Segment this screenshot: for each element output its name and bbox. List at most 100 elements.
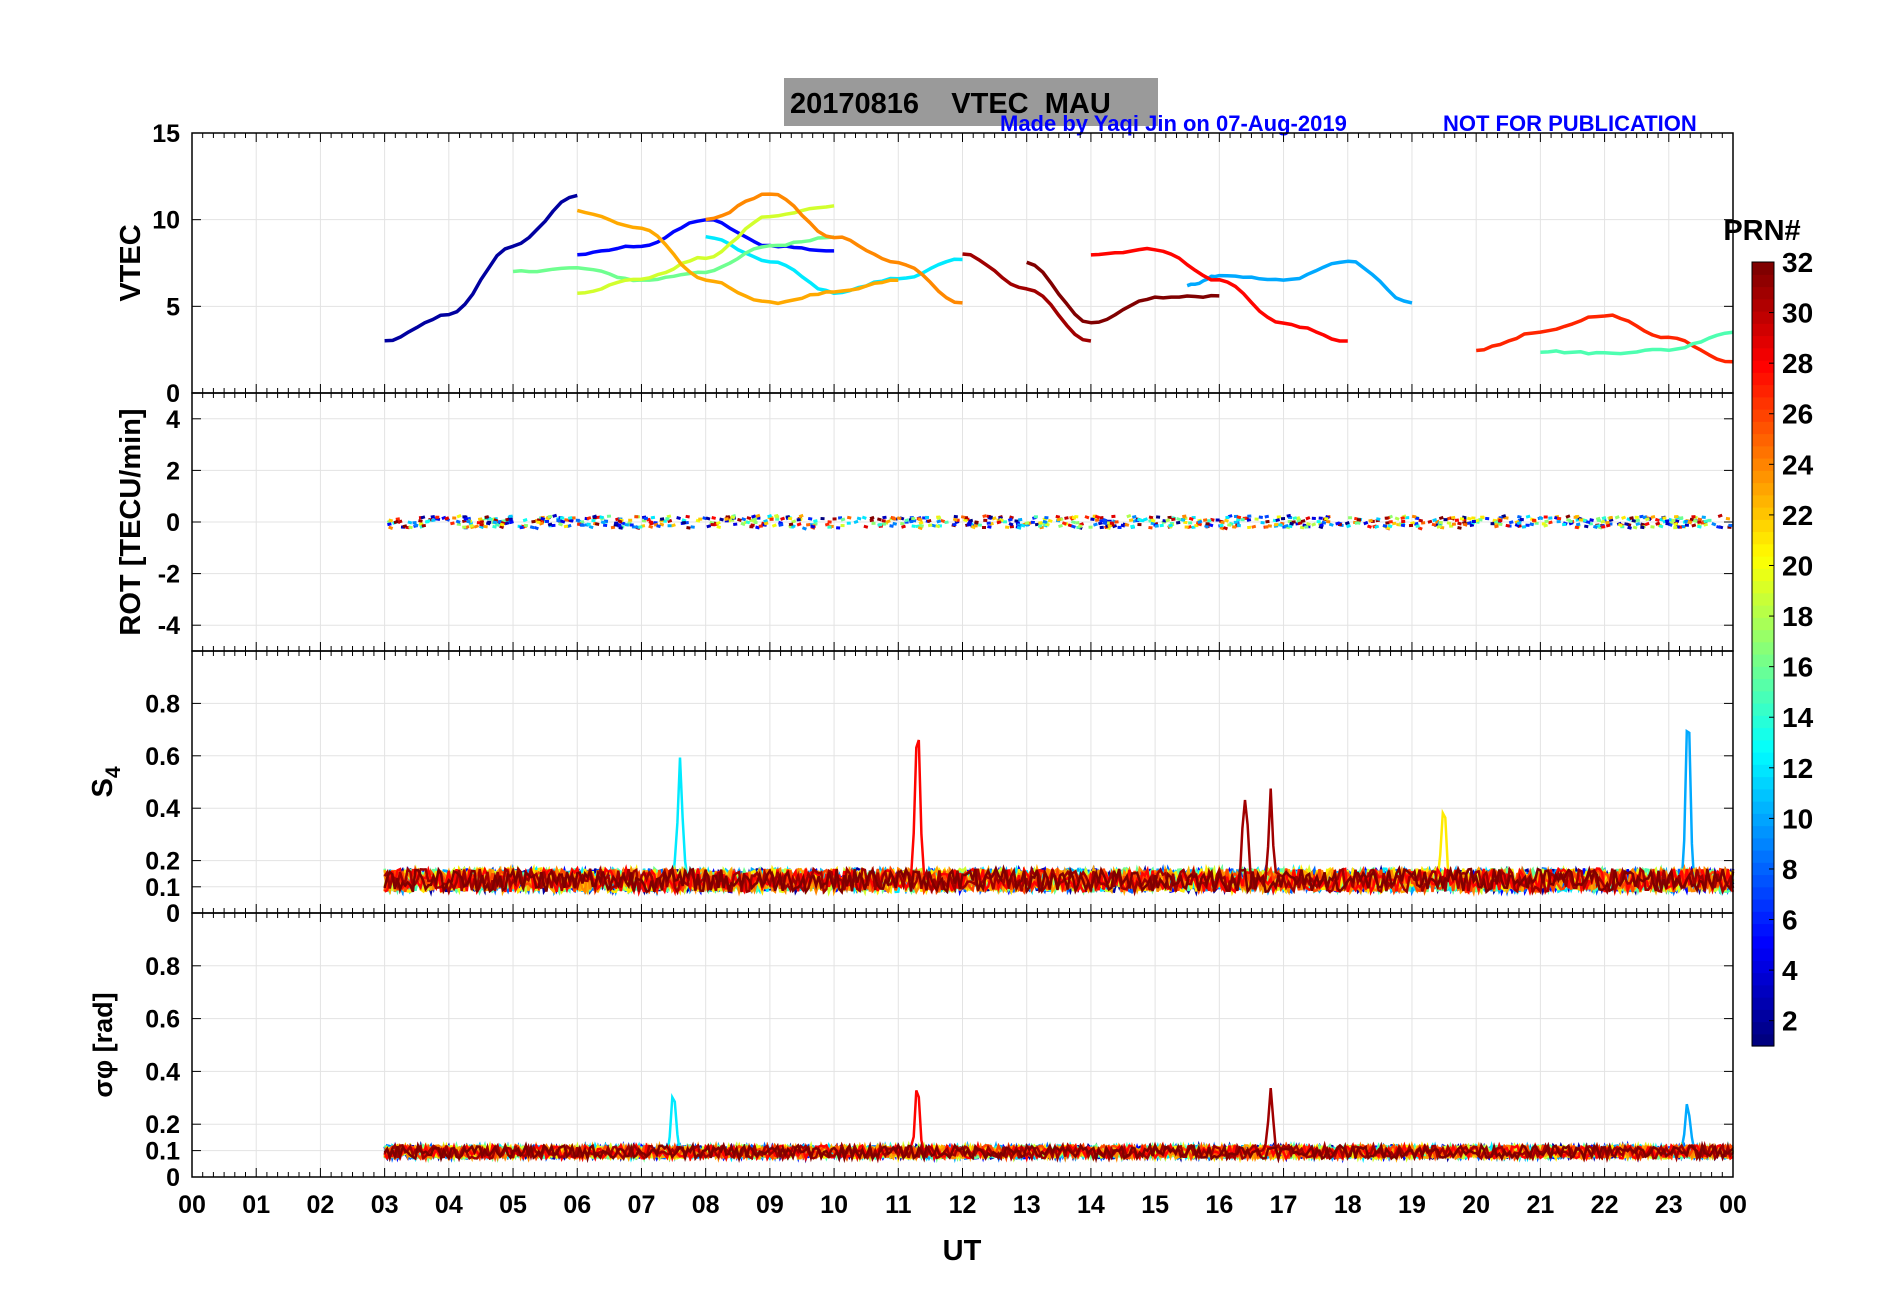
rot-point xyxy=(1589,518,1594,522)
x-tick-label: 13 xyxy=(1013,1191,1041,1219)
panel-0 xyxy=(191,133,1734,393)
rot-point xyxy=(1165,518,1171,523)
rot-point xyxy=(885,519,891,524)
rot-point xyxy=(973,523,978,528)
colorbar xyxy=(1751,261,1775,1047)
rot-point xyxy=(751,514,757,519)
rot-point xyxy=(1516,521,1522,525)
rot-point xyxy=(1279,521,1285,526)
rot-point xyxy=(462,519,467,524)
rot-point xyxy=(1469,523,1475,528)
rot-point xyxy=(813,519,818,523)
rot-point xyxy=(1725,516,1731,521)
rot-point xyxy=(1016,525,1022,530)
rot-point xyxy=(1219,523,1224,528)
colorbar-segment xyxy=(1752,984,1774,998)
y-tick-label-3: 0.8 xyxy=(145,953,180,981)
rot-point xyxy=(627,521,632,526)
rot-point xyxy=(1697,524,1702,529)
colorbar-segment xyxy=(1752,703,1774,716)
rot-point xyxy=(1176,517,1182,522)
colorbar-segment xyxy=(1752,813,1774,827)
rot-point xyxy=(1084,515,1090,520)
vtec-series-prn-5 xyxy=(577,218,835,257)
rot-point xyxy=(536,520,541,525)
rot-point xyxy=(749,518,754,523)
rot-point xyxy=(1311,522,1317,527)
rot-point xyxy=(1457,526,1462,530)
rot-point xyxy=(1529,522,1535,527)
rot-point xyxy=(1039,525,1044,530)
rot-point xyxy=(1538,516,1544,521)
rot-point xyxy=(1024,521,1030,526)
rot-point xyxy=(1075,521,1080,525)
rot-point xyxy=(463,516,469,522)
colorbar-segment xyxy=(1752,715,1774,729)
rot-point xyxy=(545,516,551,521)
rot-point xyxy=(1306,522,1311,527)
rot-point xyxy=(1514,519,1520,525)
rot-point xyxy=(755,513,761,518)
rot-point xyxy=(1222,526,1228,531)
rot-point xyxy=(919,523,925,528)
colorbar-tick-label: 14 xyxy=(1782,702,1814,733)
rot-point xyxy=(1278,523,1283,527)
rot-point xyxy=(940,518,946,524)
rot-point xyxy=(889,524,894,528)
rot-point xyxy=(1466,521,1472,525)
colorbar-segment xyxy=(1752,507,1774,520)
rot-point xyxy=(1148,515,1154,520)
colorbar-segment xyxy=(1752,874,1774,888)
rot-point xyxy=(1392,521,1397,526)
rot-point xyxy=(667,518,673,524)
rot-point xyxy=(780,516,786,521)
colorbar-tick-label: 16 xyxy=(1782,652,1813,683)
rot-point xyxy=(567,516,573,520)
vtec-series-prn-31 xyxy=(962,252,1092,343)
rot-point xyxy=(963,518,968,523)
colorbar-segment xyxy=(1752,458,1774,471)
rot-point xyxy=(413,523,419,528)
rot-point xyxy=(954,520,960,525)
x-tick-label: 11 xyxy=(885,1191,912,1219)
colorbar-segment xyxy=(1752,752,1774,765)
notice-text: NOT FOR PUBLICATION xyxy=(1443,111,1697,136)
rot-point xyxy=(1267,524,1273,528)
rot-point xyxy=(935,524,941,529)
rot-point xyxy=(1009,515,1014,520)
y-tick-label-3: 0.4 xyxy=(145,1058,180,1086)
rot-point xyxy=(1020,523,1026,528)
rot-point xyxy=(1492,518,1497,523)
rot-point xyxy=(1387,523,1393,529)
rot-point xyxy=(659,522,665,527)
rot-point xyxy=(1601,525,1606,529)
rot-point xyxy=(485,521,491,526)
rot-point xyxy=(716,525,722,529)
rot-point xyxy=(1070,524,1077,529)
rot-point xyxy=(944,520,949,525)
rot-point xyxy=(952,517,958,522)
rot-point xyxy=(960,515,966,519)
rot-point xyxy=(418,519,423,523)
rot-point xyxy=(869,518,874,523)
rot-point xyxy=(931,523,937,528)
rot-point xyxy=(484,515,490,519)
rot-point xyxy=(1374,524,1380,529)
rot-point xyxy=(444,516,450,521)
rot-point xyxy=(758,524,763,528)
rot-point xyxy=(1544,519,1549,524)
rot-point xyxy=(846,515,852,520)
colorbar-segment xyxy=(1752,850,1774,863)
rot-point xyxy=(479,519,485,524)
colorbar-segment xyxy=(1752,739,1774,753)
rot-point xyxy=(1525,514,1531,519)
y-tick-label-2: 0 xyxy=(166,900,180,928)
rot-point xyxy=(798,513,804,519)
colorbar-segment xyxy=(1752,433,1774,447)
rot-point xyxy=(1669,521,1674,525)
colorbar-segment xyxy=(1752,568,1774,582)
rot-point xyxy=(1478,517,1483,522)
rot-point xyxy=(715,520,721,526)
rot-point xyxy=(478,524,484,530)
vtec-series-prn-2 xyxy=(384,193,578,343)
